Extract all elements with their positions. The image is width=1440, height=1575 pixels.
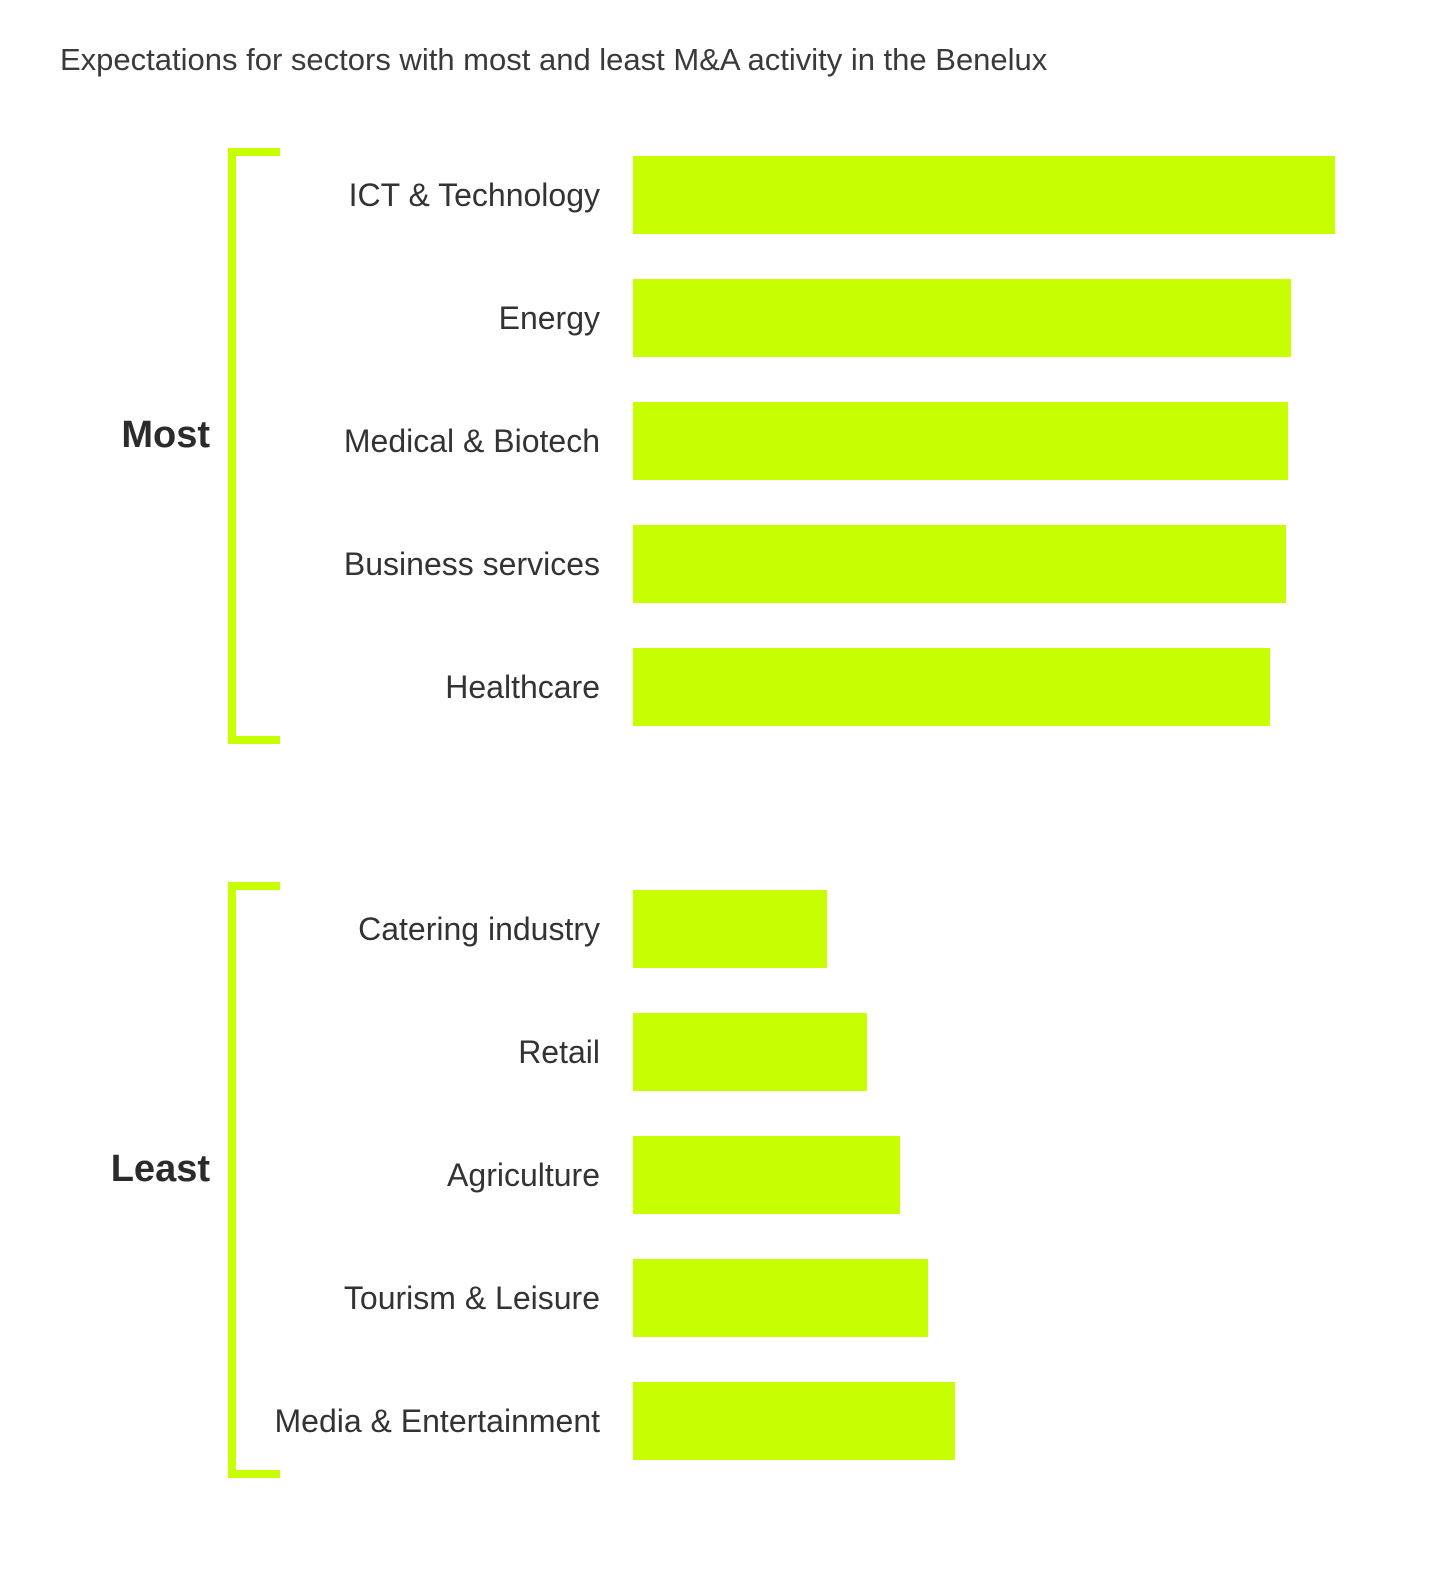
bar: [633, 279, 1291, 357]
category-label: Medical & Biotech: [343, 423, 600, 459]
bar: [633, 890, 827, 968]
category-label: Agriculture: [447, 1157, 600, 1193]
bar: [633, 1259, 928, 1337]
bar: [633, 1136, 900, 1214]
bar: [633, 402, 1288, 480]
bar: [633, 525, 1286, 603]
category-label: Healthcare: [445, 669, 600, 705]
group-label-least: Least: [110, 1148, 210, 1190]
category-label: Media & Entertainment: [274, 1403, 601, 1439]
bar: [633, 1013, 867, 1091]
group-label-most: Most: [121, 414, 210, 456]
category-label: Retail: [518, 1034, 600, 1070]
chart-title: Expectations for sectors with most and l…: [60, 42, 1048, 77]
bar: [633, 156, 1335, 234]
bar: [633, 648, 1270, 726]
category-label: Tourism & Leisure: [343, 1280, 600, 1316]
bracket-most: [228, 148, 280, 744]
bracket-least: [228, 882, 280, 1478]
bar: [633, 1382, 955, 1460]
category-label: Business services: [343, 546, 600, 582]
category-label: Energy: [498, 300, 600, 336]
category-label: ICT & Technology: [348, 177, 600, 213]
category-label: Catering industry: [358, 911, 600, 947]
